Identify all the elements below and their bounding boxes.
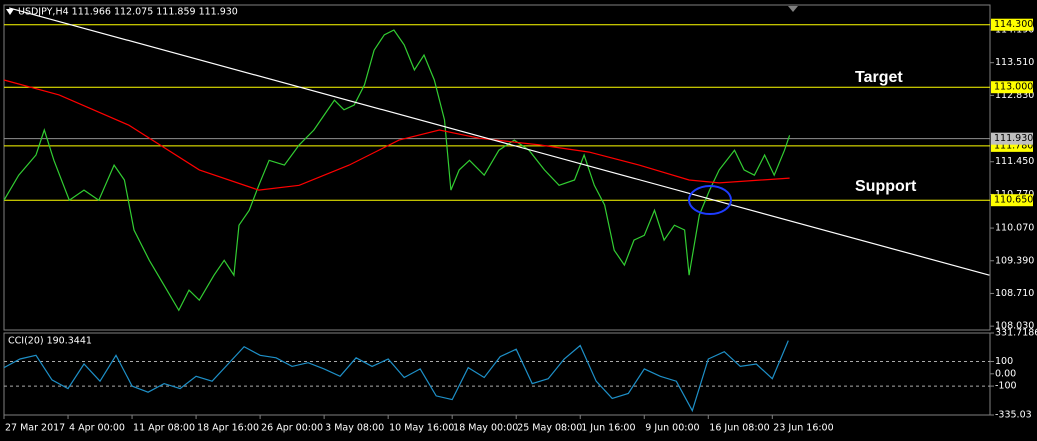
x-tick-label: 9 Jun 00:00 <box>645 423 699 434</box>
y-tick-label: 112.830 <box>995 90 1034 101</box>
level-label: 110.650 <box>994 195 1033 206</box>
main-panel-frame <box>3 4 991 331</box>
x-tick-label: 18 Apr 16:00 <box>197 423 259 434</box>
y-tick-label: 108.030 <box>995 321 1034 332</box>
series-line <box>3 79 790 191</box>
x-tick-label: 18 May 00:00 <box>453 423 518 434</box>
current-price-tag <box>991 132 1033 145</box>
highlight-ellipse <box>688 185 732 215</box>
x-tick-label: 1 Jun 16:00 <box>581 423 635 434</box>
y-tick-label: 109.390 <box>995 255 1034 266</box>
x-tick-label: 16 Jun 08:00 <box>709 423 769 434</box>
y-tick-label: 111.450 <box>995 156 1034 167</box>
level-label: 111.780 <box>994 140 1033 151</box>
x-tick-label: 10 May 16:00 <box>389 423 454 434</box>
y-tick-label: 100 <box>995 356 1013 367</box>
y-tick-label: 110.070 <box>995 223 1034 234</box>
current-price-label: 111.930 <box>994 133 1033 144</box>
level-label: 113.000 <box>994 82 1033 93</box>
annotation: Target <box>855 69 903 86</box>
y-tick-label: 0.00 <box>995 368 1016 379</box>
x-tick-label: 3 May 08:00 <box>325 423 384 434</box>
level-tag <box>991 81 1033 94</box>
chart-title: USDJPY,H4 111.966 112.075 111.859 111.93… <box>18 7 238 18</box>
cci-panel-frame <box>3 332 991 416</box>
annotation: Support <box>855 178 917 195</box>
cci-title: CCI(20) 190.3441 <box>8 336 92 347</box>
x-tick-label: 4 Apr 00:00 <box>69 423 125 434</box>
shift-marker <box>788 6 798 12</box>
x-tick-label: 25 May 08:00 <box>517 423 582 434</box>
x-tick-label: 11 Apr 08:00 <box>133 423 195 434</box>
y-tick-label: -100 <box>995 381 1017 392</box>
level-label: 114.300 <box>994 19 1033 30</box>
y-tick-label: 108.710 <box>995 288 1034 299</box>
level-tag <box>991 194 1033 207</box>
series-line <box>3 29 791 312</box>
series-line <box>8 7 990 276</box>
y-tick-label: -335.03 <box>995 410 1032 421</box>
series-line <box>3 340 789 413</box>
x-tick-label: 23 Jun 16:00 <box>773 423 833 434</box>
x-tick-label: 26 Apr 00:00 <box>261 423 323 434</box>
header-icon <box>6 9 14 15</box>
y-tick-label: 331.7186 <box>995 328 1037 339</box>
y-tick-label: 113.510 <box>995 57 1034 68</box>
x-tick-label: 27 Mar 2017 <box>5 423 65 434</box>
level-tag <box>991 18 1033 31</box>
